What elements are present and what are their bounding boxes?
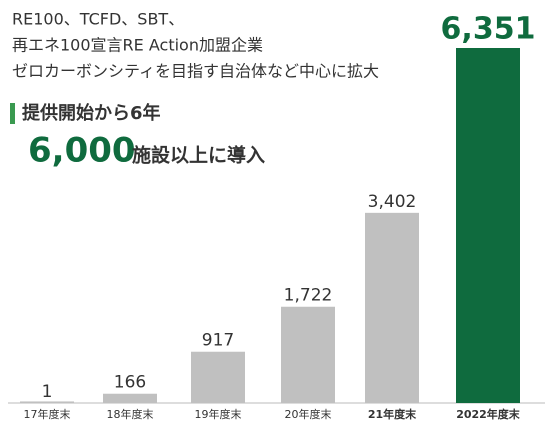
value-label: 166 bbox=[114, 373, 146, 393]
bar bbox=[20, 401, 74, 403]
highlight-suffix: 施設以上に導入 bbox=[132, 144, 265, 167]
x-tick-label: 21年度末 bbox=[368, 407, 417, 421]
accent-bar bbox=[10, 103, 15, 124]
value-label: 1 bbox=[42, 382, 53, 402]
value-label: 6,351 bbox=[441, 12, 536, 47]
annotation: 再エネ100宣言RE Action加盟企業 bbox=[12, 36, 263, 55]
bar bbox=[281, 306, 335, 403]
x-tick-label: 17年度末 bbox=[24, 407, 71, 421]
annotation: RE100、TCFD、SBT、 bbox=[12, 10, 184, 29]
bar bbox=[191, 351, 245, 403]
annotation: ゼロカーボンシティを目指す自治体など中心に拡大 bbox=[12, 62, 379, 81]
value-label: 917 bbox=[202, 331, 234, 351]
bar bbox=[365, 212, 419, 403]
subtitle: 提供開始から6年 bbox=[22, 102, 161, 124]
x-tick-label: 20年度末 bbox=[285, 407, 332, 421]
highlight: 6,000 bbox=[28, 131, 136, 171]
value-label: 3,402 bbox=[368, 192, 417, 212]
bar bbox=[103, 393, 157, 403]
x-tick-label: 18年度末 bbox=[107, 407, 154, 421]
x-tick-label: 19年度末 bbox=[195, 407, 242, 421]
value-label: 1,722 bbox=[284, 286, 333, 306]
bar bbox=[456, 48, 520, 403]
x-tick-label: 2022年度末 bbox=[456, 407, 521, 421]
